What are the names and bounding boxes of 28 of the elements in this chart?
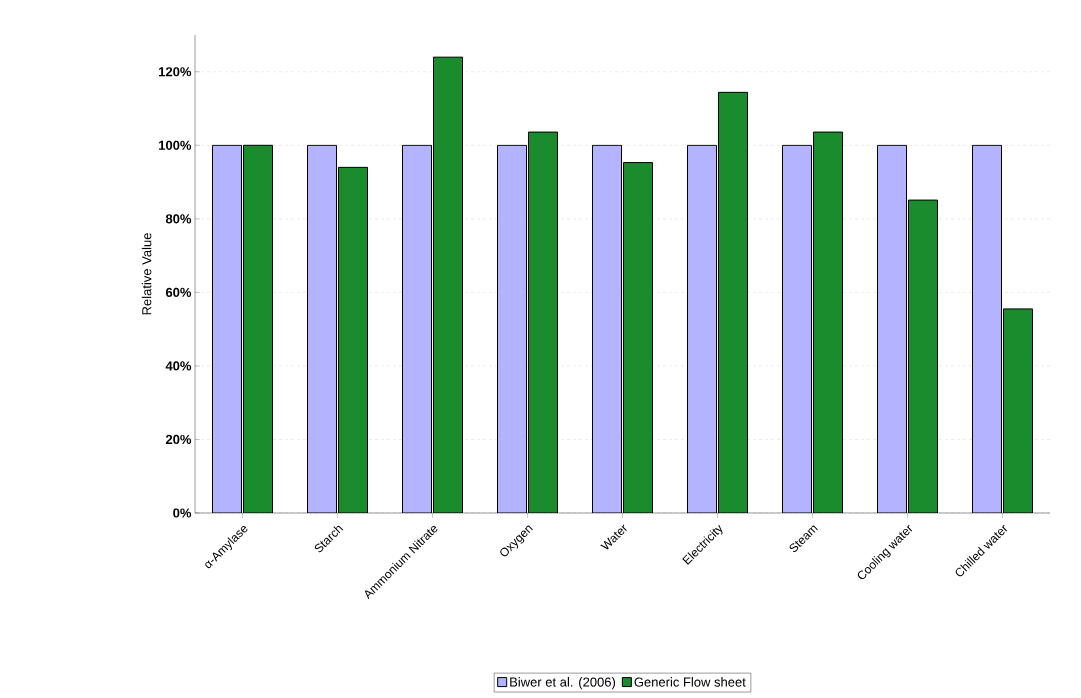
bar <box>813 131 843 513</box>
bar <box>433 56 464 513</box>
y-axis-title: Relative Value <box>141 233 152 315</box>
y-tick-label: 40% <box>165 361 192 371</box>
bar <box>243 144 274 513</box>
bar <box>877 144 907 513</box>
bar <box>338 166 369 513</box>
bar <box>212 144 243 513</box>
bar <box>592 144 622 513</box>
bar <box>718 91 748 513</box>
bar <box>307 144 338 513</box>
legend-label: Biwer et al. (2006) <box>510 677 616 690</box>
legend-label: Generic Flow sheet <box>634 677 746 687</box>
y-tick-label: 100% <box>159 140 192 150</box>
bar <box>623 162 654 513</box>
bar <box>782 144 812 513</box>
bar <box>687 144 718 513</box>
bar <box>908 199 938 513</box>
y-tick-label: 20% <box>165 434 192 445</box>
y-tick-label: 80% <box>165 214 192 224</box>
bar <box>528 131 559 513</box>
y-tick-label: 120% <box>159 67 192 77</box>
bar <box>1003 308 1033 513</box>
bar <box>497 144 528 513</box>
y-tick-label: 60% <box>165 287 192 297</box>
bar <box>402 144 433 513</box>
y-tick-label: 0% <box>173 508 192 518</box>
bar <box>972 144 1002 513</box>
